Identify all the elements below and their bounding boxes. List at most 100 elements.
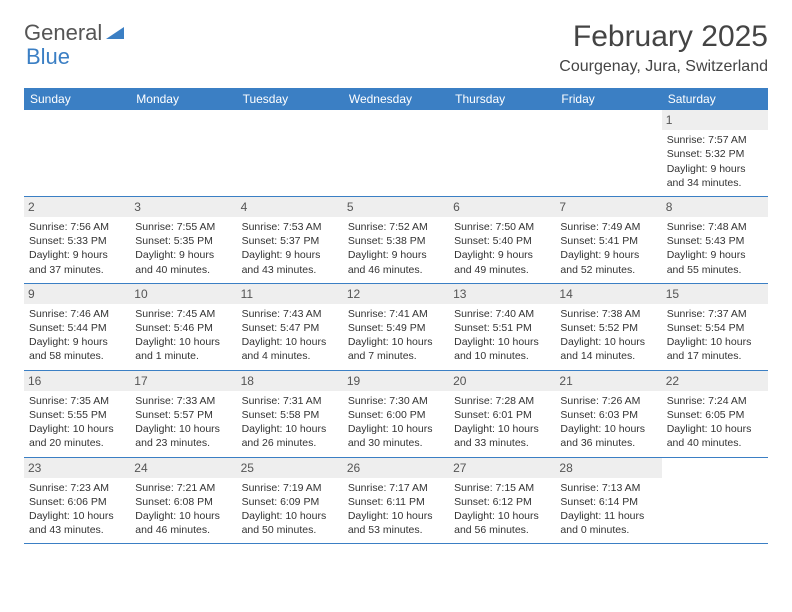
day-header: Monday (130, 88, 236, 110)
day-cell (237, 110, 343, 196)
daylight-text: Daylight: 9 hours and 43 minutes. (242, 248, 338, 276)
sunrise-text: Sunrise: 7:41 AM (348, 307, 444, 321)
sunset-text: Sunset: 5:57 PM (135, 408, 231, 422)
daylight-text: Daylight: 9 hours and 37 minutes. (29, 248, 125, 276)
day-cell: 25Sunrise: 7:19 AMSunset: 6:09 PMDayligh… (237, 457, 343, 544)
sunrise-text: Sunrise: 7:35 AM (29, 394, 125, 408)
day-number: 27 (449, 458, 555, 478)
day-cell (662, 457, 768, 544)
day-cell: 6 Sunrise: 7:50 AMSunset: 5:40 PMDaylight… (449, 196, 555, 283)
day-body: Sunrise: 7:40 AMSunset: 5:51 PMDaylight:… (452, 307, 552, 364)
day-number: 23 (24, 458, 130, 478)
daylight-text: Daylight: 10 hours and 20 minutes. (29, 422, 125, 450)
day-number: 6 (449, 197, 555, 217)
day-number: 21 (555, 371, 661, 391)
day-body: Sunrise: 7:38 AMSunset: 5:52 PMDaylight:… (558, 307, 658, 364)
day-body: Sunrise: 7:31 AMSunset: 5:58 PMDaylight:… (240, 394, 340, 451)
daylight-text: Daylight: 10 hours and 26 minutes. (242, 422, 338, 450)
sunrise-text: Sunrise: 7:38 AM (560, 307, 656, 321)
week-row: 9 Sunrise: 7:46 AMSunset: 5:44 PMDaylight… (24, 283, 768, 370)
day-cell: 16 Sunrise: 7:35 AMSunset: 5:55 PMDayligh… (24, 370, 130, 457)
day-body: Sunrise: 7:24 AMSunset: 6:05 PMDaylight:… (665, 394, 765, 451)
sunrise-text: Sunrise: 7:53 AM (242, 220, 338, 234)
day-cell: 11 Sunrise: 7:43 AMSunset: 5:47 PMDayligh… (237, 283, 343, 370)
calendar-table: SundayMondayTuesdayWednesdayThursdayFrid… (24, 88, 768, 544)
day-number: 8 (662, 197, 768, 217)
day-body: Sunrise: 7:52 AMSunset: 5:38 PMDaylight:… (346, 220, 446, 277)
daylight-text: Daylight: 10 hours and 17 minutes. (667, 335, 763, 363)
day-cell (130, 110, 236, 196)
day-body: Sunrise: 7:17 AMSunset: 6:11 PMDaylight:… (346, 481, 446, 538)
day-header: Friday (555, 88, 661, 110)
sunset-text: Sunset: 6:12 PM (454, 495, 550, 509)
day-body: Sunrise: 7:50 AMSunset: 5:40 PMDaylight:… (452, 220, 552, 277)
day-number: 11 (237, 284, 343, 304)
day-number: 12 (343, 284, 449, 304)
day-number: 28 (555, 458, 661, 478)
sunset-text: Sunset: 5:33 PM (29, 234, 125, 248)
day-header-row: SundayMondayTuesdayWednesdayThursdayFrid… (24, 88, 768, 110)
day-body: Sunrise: 7:43 AMSunset: 5:47 PMDaylight:… (240, 307, 340, 364)
week-row: 16 Sunrise: 7:35 AMSunset: 5:55 PMDayligh… (24, 370, 768, 457)
daylight-text: Daylight: 9 hours and 55 minutes. (667, 248, 763, 276)
daylight-text: Daylight: 9 hours and 49 minutes. (454, 248, 550, 276)
day-header: Wednesday (343, 88, 449, 110)
daylight-text: Daylight: 10 hours and 30 minutes. (348, 422, 444, 450)
day-number: 3 (130, 197, 236, 217)
sunrise-text: Sunrise: 7:55 AM (135, 220, 231, 234)
sunrise-text: Sunrise: 7:37 AM (667, 307, 763, 321)
daylight-text: Daylight: 10 hours and 4 minutes. (242, 335, 338, 363)
day-body: Sunrise: 7:21 AMSunset: 6:08 PMDaylight:… (133, 481, 233, 538)
sunset-text: Sunset: 5:37 PM (242, 234, 338, 248)
day-cell: 4Sunrise: 7:53 AMSunset: 5:37 PMDaylight… (237, 196, 343, 283)
logo-word2: Blue (26, 44, 70, 69)
sunset-text: Sunset: 6:14 PM (560, 495, 656, 509)
logo-triangle-icon (106, 23, 124, 44)
day-body: Sunrise: 7:35 AMSunset: 5:55 PMDaylight:… (27, 394, 127, 451)
sunset-text: Sunset: 5:40 PM (454, 234, 550, 248)
day-number: 9 (24, 284, 130, 304)
day-body: Sunrise: 7:30 AMSunset: 6:00 PMDaylight:… (346, 394, 446, 451)
day-body: Sunrise: 7:48 AMSunset: 5:43 PMDaylight:… (665, 220, 765, 277)
sunset-text: Sunset: 5:52 PM (560, 321, 656, 335)
sunrise-text: Sunrise: 7:24 AM (667, 394, 763, 408)
day-number: 20 (449, 371, 555, 391)
day-number: 1 (662, 110, 768, 130)
day-number: 13 (449, 284, 555, 304)
sunrise-text: Sunrise: 7:15 AM (454, 481, 550, 495)
day-header: Tuesday (237, 88, 343, 110)
sunrise-text: Sunrise: 7:26 AM (560, 394, 656, 408)
sunset-text: Sunset: 5:38 PM (348, 234, 444, 248)
day-body: Sunrise: 7:53 AMSunset: 5:37 PMDaylight:… (240, 220, 340, 277)
sunrise-text: Sunrise: 7:13 AM (560, 481, 656, 495)
day-cell: 20Sunrise: 7:28 AMSunset: 6:01 PMDayligh… (449, 370, 555, 457)
day-number: 19 (343, 371, 449, 391)
day-cell (24, 110, 130, 196)
day-body: Sunrise: 7:19 AMSunset: 6:09 PMDaylight:… (240, 481, 340, 538)
day-number: 7 (555, 197, 661, 217)
day-body: Sunrise: 7:46 AMSunset: 5:44 PMDaylight:… (27, 307, 127, 364)
day-cell: 14Sunrise: 7:38 AMSunset: 5:52 PMDayligh… (555, 283, 661, 370)
day-cell: 2Sunrise: 7:56 AMSunset: 5:33 PMDaylight… (24, 196, 130, 283)
day-cell (449, 110, 555, 196)
day-body: Sunrise: 7:33 AMSunset: 5:57 PMDaylight:… (133, 394, 233, 451)
day-body: Sunrise: 7:13 AMSunset: 6:14 PMDaylight:… (558, 481, 658, 538)
day-body: Sunrise: 7:56 AMSunset: 5:33 PMDaylight:… (27, 220, 127, 277)
day-cell: 18Sunrise: 7:31 AMSunset: 5:58 PMDayligh… (237, 370, 343, 457)
day-number: 10 (130, 284, 236, 304)
sunset-text: Sunset: 5:35 PM (135, 234, 231, 248)
sunrise-text: Sunrise: 7:40 AM (454, 307, 550, 321)
day-cell: 15Sunrise: 7:37 AMSunset: 5:54 PMDayligh… (662, 283, 768, 370)
day-body: Sunrise: 7:41 AMSunset: 5:49 PMDaylight:… (346, 307, 446, 364)
day-body: Sunrise: 7:15 AMSunset: 6:12 PMDaylight:… (452, 481, 552, 538)
sunrise-text: Sunrise: 7:50 AM (454, 220, 550, 234)
sunrise-text: Sunrise: 7:28 AM (454, 394, 550, 408)
sunset-text: Sunset: 6:05 PM (667, 408, 763, 422)
daylight-text: Daylight: 10 hours and 56 minutes. (454, 509, 550, 537)
day-cell: 8 Sunrise: 7:48 AMSunset: 5:43 PMDaylight… (662, 196, 768, 283)
day-cell: 17Sunrise: 7:33 AMSunset: 5:57 PMDayligh… (130, 370, 236, 457)
sunset-text: Sunset: 5:41 PM (560, 234, 656, 248)
sunrise-text: Sunrise: 7:57 AM (667, 133, 763, 147)
day-number: 16 (24, 371, 130, 391)
day-cell: 21Sunrise: 7:26 AMSunset: 6:03 PMDayligh… (555, 370, 661, 457)
